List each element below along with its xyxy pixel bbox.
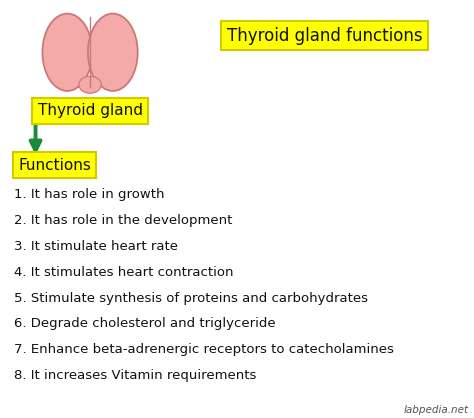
Text: 5. Stimulate synthesis of proteins and carbohydrates: 5. Stimulate synthesis of proteins and c…	[14, 291, 368, 305]
Text: 1. It has role in growth: 1. It has role in growth	[14, 188, 165, 201]
Text: 7. Enhance beta-adrenergic receptors to catecholamines: 7. Enhance beta-adrenergic receptors to …	[14, 343, 394, 357]
Ellipse shape	[43, 13, 92, 91]
Ellipse shape	[79, 76, 101, 93]
Text: Thyroid gland functions: Thyroid gland functions	[227, 26, 422, 45]
Text: 4. It stimulates heart contraction: 4. It stimulates heart contraction	[14, 265, 234, 279]
Ellipse shape	[88, 13, 137, 91]
Text: 8. It increases Vitamin requirements: 8. It increases Vitamin requirements	[14, 369, 256, 382]
Text: 3. It stimulate heart rate: 3. It stimulate heart rate	[14, 240, 178, 253]
Text: 2. It has role in the development: 2. It has role in the development	[14, 214, 233, 227]
Text: labpedia.net: labpedia.net	[404, 405, 469, 415]
Text: Thyroid gland: Thyroid gland	[37, 103, 143, 118]
Text: Functions: Functions	[18, 158, 91, 173]
Text: 6. Degrade cholesterol and triglyceride: 6. Degrade cholesterol and triglyceride	[14, 317, 276, 331]
